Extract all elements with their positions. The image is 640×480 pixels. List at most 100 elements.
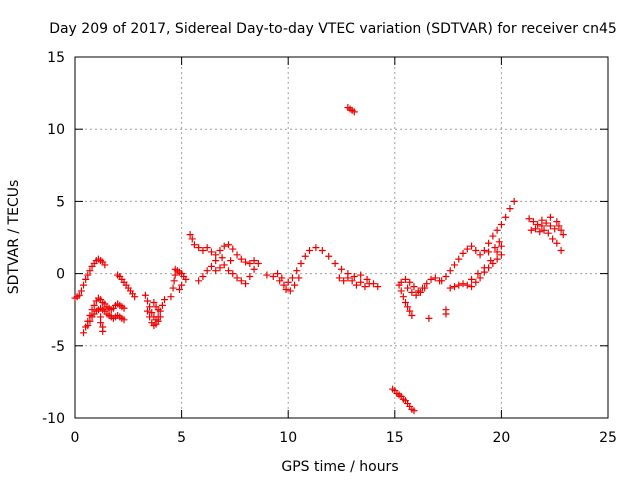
data-point	[246, 259, 254, 267]
x-tick-labels: 0 5 10 15 20 25	[71, 430, 617, 446]
data-point	[182, 275, 190, 283]
data-point	[212, 257, 220, 265]
data-point	[131, 293, 139, 301]
y-tick-label: 0	[56, 267, 65, 283]
data-point	[442, 272, 450, 280]
data-point	[408, 311, 416, 319]
data-point	[143, 297, 151, 305]
x-tick-label: 0	[71, 430, 80, 446]
x-tick-label: 25	[599, 430, 617, 446]
data-point	[404, 303, 412, 311]
grid	[75, 57, 608, 418]
data-point	[497, 221, 505, 229]
data-point	[401, 298, 409, 306]
data-point	[88, 306, 96, 314]
data-point	[186, 231, 194, 239]
data-point	[529, 218, 537, 226]
data-point	[365, 280, 373, 288]
x-tick-label: 5	[177, 430, 186, 446]
y-tick-label: -10	[42, 411, 65, 427]
data-point	[463, 245, 471, 253]
data-point	[361, 283, 369, 291]
data-point	[476, 274, 484, 282]
data-point	[463, 281, 471, 289]
data-point	[497, 242, 505, 250]
data-point	[344, 274, 352, 282]
data-point	[188, 235, 196, 243]
data-point	[497, 251, 505, 259]
data-point	[306, 246, 314, 254]
data-point	[510, 197, 518, 205]
data-point	[284, 278, 292, 286]
data-point	[75, 291, 83, 299]
data-point	[97, 313, 105, 321]
data-point	[146, 313, 154, 321]
data-point	[427, 275, 435, 283]
data-point	[525, 215, 533, 223]
data-point	[218, 254, 226, 262]
data-point	[397, 287, 405, 295]
data-point	[293, 267, 301, 275]
data-point	[423, 280, 431, 288]
data-point	[487, 257, 495, 265]
data-point	[203, 244, 211, 252]
data-point	[480, 246, 488, 254]
data-point	[502, 213, 510, 221]
data-point	[254, 259, 262, 267]
data-point	[446, 267, 454, 275]
data-point	[350, 108, 358, 116]
data-point	[335, 274, 343, 282]
data-point	[84, 322, 92, 330]
data-point	[540, 226, 548, 234]
data-point	[455, 255, 463, 263]
data-point	[374, 283, 382, 291]
data-point	[546, 213, 554, 221]
data-point	[282, 285, 290, 293]
data-point	[421, 284, 429, 292]
data-point	[468, 283, 476, 291]
data-point	[410, 283, 418, 291]
data-point	[408, 288, 416, 296]
data-point	[532, 225, 540, 233]
data-point	[167, 293, 175, 301]
data-point	[480, 264, 488, 272]
data-point	[216, 246, 224, 254]
data-point	[242, 258, 250, 266]
data-point	[338, 265, 345, 273]
data-point	[175, 285, 183, 293]
data-point	[450, 283, 458, 291]
data-point	[446, 284, 454, 292]
data-point	[220, 261, 228, 269]
data-point	[468, 242, 476, 250]
data-point	[274, 270, 282, 278]
data-point	[406, 278, 414, 286]
data-point	[216, 264, 224, 272]
plot-frame	[74, 56, 609, 419]
data-point	[301, 252, 309, 260]
data-point	[476, 251, 484, 259]
data-point	[363, 275, 371, 283]
data-point	[557, 226, 565, 234]
data-point	[291, 281, 299, 289]
data-point	[170, 277, 178, 285]
data-point	[455, 281, 463, 289]
data-point	[352, 281, 360, 289]
data-point	[506, 205, 514, 213]
data-point	[357, 278, 365, 286]
data-point	[412, 291, 420, 299]
data-point	[559, 231, 567, 239]
data-point	[148, 309, 156, 317]
data-point	[233, 274, 241, 282]
data-point	[549, 235, 557, 243]
data-point	[99, 327, 107, 335]
data-point	[401, 275, 409, 283]
data-point	[459, 280, 467, 288]
data-point	[318, 246, 326, 254]
data-point	[553, 239, 561, 247]
data-point	[544, 229, 552, 237]
data-point	[212, 267, 220, 275]
data-point	[233, 251, 241, 259]
data-point	[178, 281, 186, 289]
data-point	[538, 216, 546, 224]
data-point	[348, 277, 356, 285]
